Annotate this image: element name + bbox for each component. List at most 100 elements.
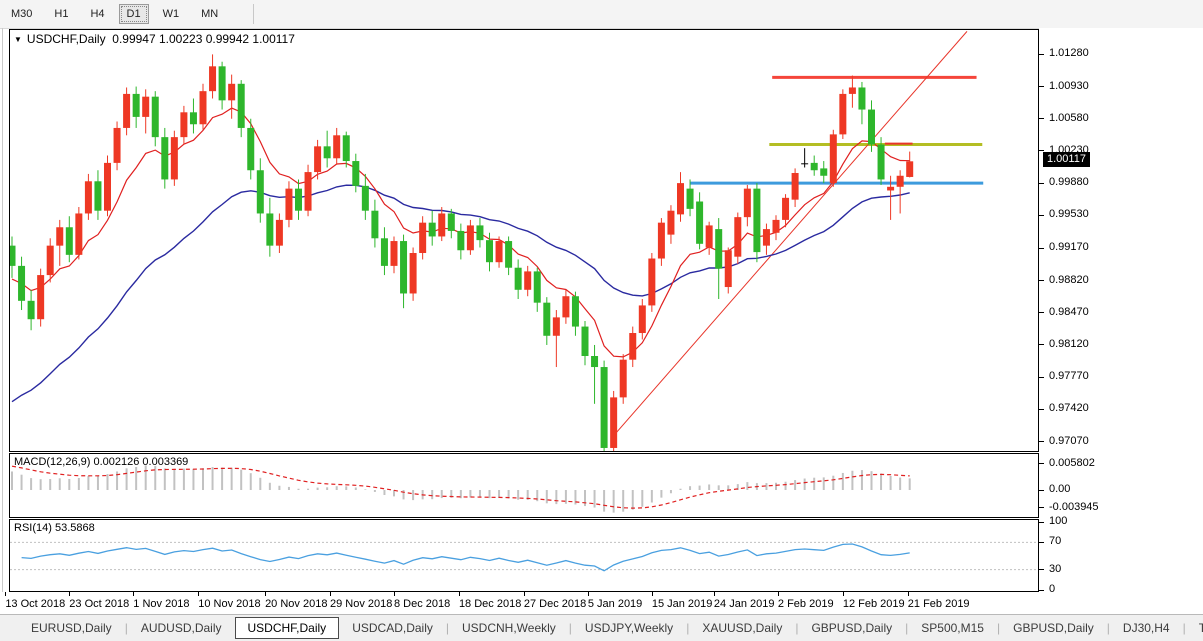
slow-ma-line[interactable] [11,184,910,403]
price-axis-label: 0.98820 [1049,273,1089,286]
toolbar-separator [253,4,255,24]
chart-tab-gbpusd[interactable]: GBPUSD,Daily [1013,621,1094,635]
date-axis-label: 2 Feb 2019 [777,598,834,610]
macd-axis-label: 0.00 [1049,483,1071,495]
tab-separator: | [686,621,690,635]
date-axis-label: 24 Jan 2019 [713,598,775,610]
chart-tab-eurusd[interactable]: EURUSD,Daily [31,621,112,635]
timeframe-button-m30[interactable]: M30 [11,8,33,20]
date-axis-tick [330,592,331,596]
trendline[interactable] [611,31,968,439]
chart-tab-sp500[interactable]: SP500,M15 [921,621,984,635]
date-axis-label: 8 Dec 2018 [394,598,451,610]
chart-tab-dj30[interactable]: DJ30,H4 [1122,621,1170,635]
price-axis-label: 1.00230 [1049,143,1089,156]
chart-tab-xauusd[interactable]: XAUUSD,Daily [702,621,783,635]
price-axis-tick [1039,280,1044,282]
date-axis-label: 29 Nov 2018 [330,598,393,610]
chart-tab-gbpusd[interactable]: GBPUSD,Daily [811,621,893,635]
rsi-value: 53.5868 [54,522,95,534]
tab-separator: | [1182,621,1186,635]
chart-tab-usdjpy[interactable]: USDJPY,Weekly [584,621,674,635]
timeframe-button-h1[interactable]: H1 [54,8,69,20]
main-chart-plot[interactable]: ▼ USDCHF,Daily 0.99947 1.00223 0.99942 1.… [9,29,1039,452]
price-axis-label: 0.99530 [1049,208,1089,221]
chart-tab-usdcad[interactable]: USDCAD,Daily [352,621,433,635]
date-axis-tick [907,592,909,596]
rsi-plot[interactable]: RSI(14) 53.5868 [9,519,1039,592]
macd-axis-tick [1039,463,1044,465]
window-gutter-divider [2,28,3,613]
rsi-axis-tick [1039,541,1044,543]
tab-separator: | [996,621,1001,635]
rsi-axis-label: 0 [1049,583,1056,595]
rsi-axis-tick [1039,589,1044,591]
date-axis-tick [842,592,844,596]
candlestick-chart[interactable] [10,30,1038,451]
macd-values: 0.002126 0.003369 [93,456,189,468]
rsi-axis-label: 100 [1049,515,1068,527]
date-axis-tick [5,592,7,596]
price-axis-label: 1.01280 [1049,47,1089,60]
chart-symbol-label: USDCHF,Daily [26,32,106,46]
date-axis: 13 Oct 2018 23 Oct 2018 1 Nov 2018 10 Nov 2… [0,592,1203,614]
price-axis-label: 0.97070 [1049,434,1089,447]
date-axis-tick [133,592,135,596]
price-axis-label: 0.99170 [1049,241,1089,254]
date-axis-tick [713,592,715,596]
macd-chart[interactable] [10,454,1038,517]
date-axis-tick [777,592,779,596]
date-axis-label: 10 Nov 2018 [198,598,261,610]
chart-tab-audusd[interactable]: AUDUSD,Daily [140,621,222,635]
macd-axis-label: -0.003945 [1049,500,1099,513]
chart-tab-usdcnh[interactable]: USDCNH,Weekly [462,621,556,635]
price-axis-label: 0.98120 [1049,337,1089,350]
chart-ohlc-values: 0.99947 1.00223 0.99942 1.00117 [112,32,295,46]
price-axis-tick [1039,53,1044,55]
rsi-chart[interactable] [10,520,1038,591]
price-axis-label: 0.97420 [1049,402,1089,415]
timeframe-button-mn[interactable]: MN [201,8,219,20]
price-axis-label: 0.99880 [1049,176,1089,189]
price-axis-tick [1039,441,1044,443]
price-axis-label: 0.97770 [1049,370,1089,383]
price-axis-tick [1039,86,1044,88]
tab-separator: | [1106,621,1110,635]
timeframe-toolbar: M30 H1 H4 D1 W1 MN [0,0,1203,29]
candlestick-series [10,54,914,451]
timeframe-button-d1[interactable]: D1 [118,4,149,24]
date-axis-label: 23 Oct 2018 [69,598,130,610]
tab-separator: | [795,621,799,635]
tab-separator: | [905,621,909,635]
macd-axis-tick [1039,507,1044,509]
macd-plot[interactable]: MACD(12,26,9) 0.002126 0.003369 [9,453,1039,518]
date-axis-tick [198,592,200,596]
macd-signal-line [11,465,910,509]
price-axis-tick [1039,408,1044,410]
price-axis-label: 1.00930 [1049,79,1089,92]
macd-axis-label: 0.005802 [1049,456,1095,469]
timeframe-button-h4[interactable]: H4 [90,8,105,20]
date-axis-tick [523,592,525,596]
price-axis: 1.00117 1.01280 1.00930 1.00580 1.00230 0.99… [1039,28,1203,613]
rsi-axis-label: 70 [1049,535,1062,548]
date-axis-label: 5 Jan 2019 [587,598,643,610]
chart-tab-tech1[interactable]: TECH1 [1198,621,1203,635]
date-axis-label: 27 Dec 2018 [523,598,587,610]
tab-separator: | [445,621,449,635]
date-axis-tick [394,592,395,596]
date-axis-label: 18 Dec 2018 [458,598,522,610]
tab-separator: | [124,621,128,635]
price-axis-tick [1039,247,1044,249]
date-axis-tick [651,592,653,596]
chart-tab-usdchf[interactable]: USDCHF,Daily [234,617,340,639]
symbol-dropdown-icon[interactable]: ▼ [14,35,22,44]
timeframe-button-w1[interactable]: W1 [162,8,180,20]
price-axis-tick [1039,150,1044,152]
date-axis-tick [265,592,267,596]
rsi-label: RSI(14) 53.5868 [14,522,95,534]
price-axis-tick [1039,344,1044,346]
date-axis-tick [69,592,71,596]
date-axis-label: 15 Jan 2019 [651,598,713,610]
chart-title: ▼ USDCHF,Daily 0.99947 1.00223 0.99942 1.… [14,32,295,46]
